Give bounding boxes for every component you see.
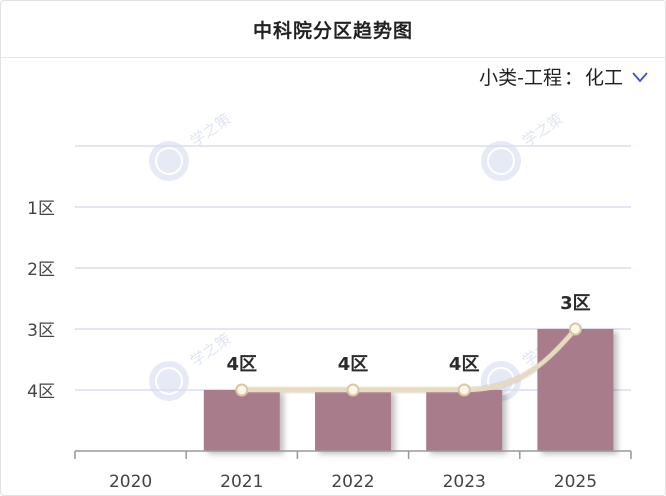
trend-line (235, 322, 582, 397)
data-label: 3区 (560, 293, 591, 314)
x-tick-label: 2020 (109, 472, 152, 492)
chart-title: 中科院分区趋势图 (252, 19, 413, 42)
filter-colon: ： (563, 67, 583, 89)
y-tick-label: 3区 (27, 321, 55, 341)
x-tick-label: 2023 (443, 472, 486, 492)
bar (426, 390, 503, 451)
y-tick-label: 2区 (27, 260, 55, 280)
data-point (568, 322, 582, 336)
x-axis: 2020 2021 2022 2023 2025 (74, 450, 632, 492)
bars (203, 329, 614, 451)
filter-category-label: 小类-工程 (479, 67, 562, 89)
filter-value: 化工 (584, 67, 623, 89)
y-tick-label: 4区 (27, 382, 55, 402)
watermark-text: 学之策 (187, 110, 234, 151)
data-label: 4区 (449, 354, 480, 375)
data-labels: 4区 4区 4区 3区 (227, 293, 591, 375)
x-tick-label: 2021 (220, 472, 263, 492)
bar (315, 390, 391, 451)
data-label: 4区 (227, 354, 258, 375)
data-point (346, 383, 360, 397)
logo-seal-icon (481, 141, 521, 181)
chart-header: 中科院分区趋势图 (1, 1, 665, 58)
chevron-down-icon[interactable] (631, 70, 649, 84)
logo-seal-icon (149, 141, 189, 181)
watermark-text: 学之策 (519, 110, 566, 151)
x-tick-label: 2025 (554, 472, 597, 492)
bar (203, 390, 280, 451)
logo-seal-icon (149, 361, 189, 401)
bar (537, 329, 614, 451)
y-tick-label: 1区 (27, 199, 55, 219)
data-label: 4区 (338, 354, 369, 375)
category-filter-dropdown[interactable]: 小类-工程 ： 化工 (479, 63, 649, 90)
x-tick-label: 2022 (331, 472, 374, 492)
data-point (457, 383, 471, 397)
data-point (235, 383, 249, 397)
y-axis-ticks: 1区 2区 3区 4区 (27, 199, 55, 402)
